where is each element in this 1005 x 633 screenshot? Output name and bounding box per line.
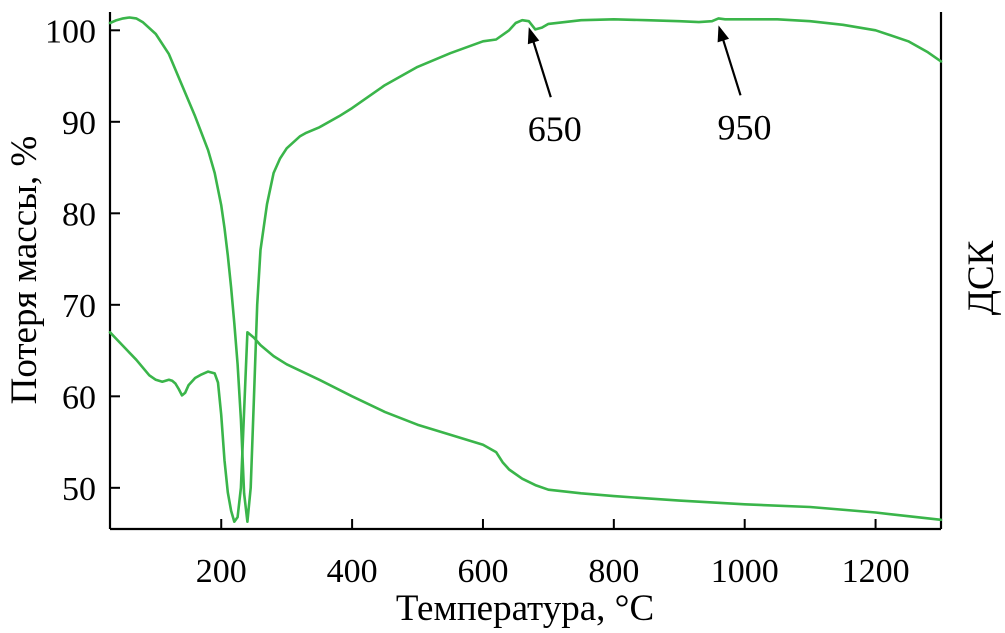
- y-axis-title: Потеря массы, %: [4, 136, 45, 405]
- annotation-arrow-head: [527, 27, 540, 45]
- x-tick-label: 400: [327, 553, 378, 590]
- x-tick-label: 1200: [842, 553, 910, 590]
- y-axis-title-right: ДСК: [961, 240, 1002, 315]
- y-tick-label: 70: [62, 288, 96, 325]
- x-tick-label: 200: [196, 553, 247, 590]
- x-tick-label: 800: [588, 553, 639, 590]
- y-tick-label: 50: [62, 471, 96, 508]
- x-ticks: 200 400 600 800 1000 1200: [196, 519, 910, 590]
- annotations: 650 950: [528, 25, 772, 149]
- series-layer: [108, 16, 943, 523]
- annotation-arrow-line: [529, 32, 552, 98]
- annotation-arrow-line: [719, 30, 742, 96]
- series-line-1: [108, 16, 943, 523]
- y-tick-label: 90: [62, 105, 96, 142]
- y-tick-label: 80: [62, 196, 96, 233]
- x-tick-label: 1000: [711, 553, 779, 590]
- y-tick-label: 60: [62, 379, 96, 416]
- y-ticks: 50 60 70 80 90 100: [45, 13, 120, 508]
- y-tick-label: 100: [45, 13, 96, 50]
- annotation-label: 950: [718, 107, 772, 147]
- x-axis-title: Температура, °C: [396, 588, 654, 629]
- x-tick-label: 600: [457, 553, 508, 590]
- annotation-arrow-head: [717, 25, 730, 43]
- series-line-2: [108, 331, 943, 523]
- annotation-label: 650: [528, 109, 582, 149]
